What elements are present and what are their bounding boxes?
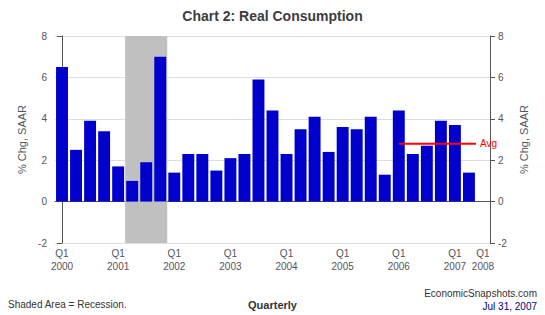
svg-text:Shaded Area = Recession.: Shaded Area = Recession. [8, 299, 127, 310]
svg-text:2: 2 [41, 155, 47, 166]
svg-text:6: 6 [41, 72, 47, 83]
svg-text:6: 6 [498, 72, 504, 83]
svg-text:Jul 31, 2007: Jul 31, 2007 [483, 301, 538, 312]
svg-text:2: 2 [498, 155, 504, 166]
svg-text:4: 4 [41, 113, 47, 124]
svg-text:2007: 2007 [444, 261, 467, 272]
svg-text:2008: 2008 [472, 261, 495, 272]
svg-text:8: 8 [41, 31, 47, 42]
svg-text:Q1: Q1 [476, 248, 490, 259]
svg-text:8: 8 [498, 31, 504, 42]
svg-text:% Chg, SAAR: % Chg, SAAR [16, 105, 28, 174]
svg-text:0: 0 [498, 196, 504, 207]
svg-text:-2: -2 [38, 238, 47, 249]
svg-text:Q1: Q1 [280, 248, 294, 259]
svg-text:Q1: Q1 [224, 248, 238, 259]
svg-text:2002: 2002 [163, 261, 186, 272]
svg-text:2001: 2001 [107, 261, 130, 272]
svg-text:Avg: Avg [480, 138, 497, 149]
svg-text:2006: 2006 [388, 261, 411, 272]
svg-text:Q1: Q1 [448, 248, 462, 259]
svg-text:Q1: Q1 [168, 248, 182, 259]
svg-text:-2: -2 [498, 238, 507, 249]
svg-text:2003: 2003 [219, 261, 242, 272]
svg-text:% Chg, SAAR: % Chg, SAAR [518, 105, 530, 174]
svg-text:2005: 2005 [332, 261, 355, 272]
svg-text:Quarterly: Quarterly [248, 299, 298, 311]
svg-text:Chart 2: Real Consumption: Chart 2: Real Consumption [182, 8, 362, 24]
svg-text:4: 4 [498, 113, 504, 124]
svg-text:Q1: Q1 [55, 248, 69, 259]
svg-text:Q1: Q1 [111, 248, 125, 259]
svg-text:0: 0 [41, 196, 47, 207]
svg-text:EconomicSnapshots.com: EconomicSnapshots.com [424, 288, 537, 299]
svg-text:2004: 2004 [275, 261, 298, 272]
svg-text:Q1: Q1 [336, 248, 350, 259]
svg-text:2000: 2000 [51, 261, 74, 272]
svg-text:Q1: Q1 [392, 248, 406, 259]
